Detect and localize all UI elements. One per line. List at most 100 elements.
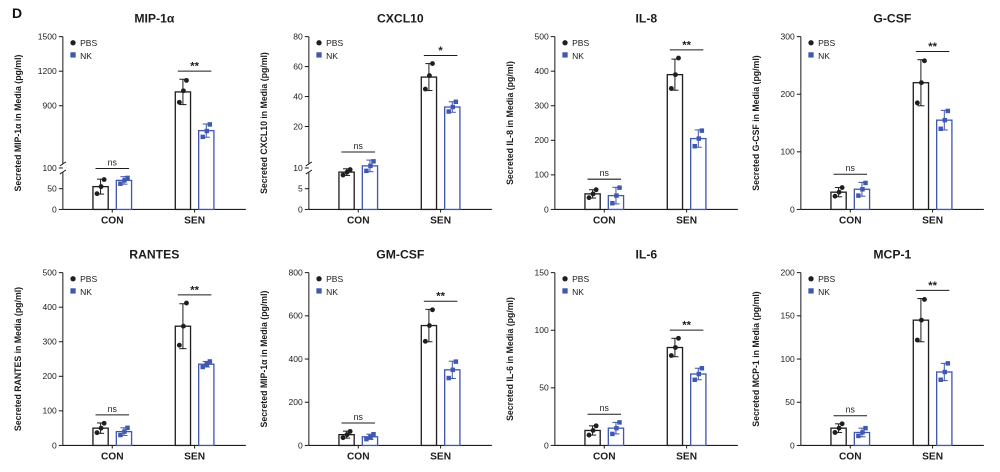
bar-nk-sen xyxy=(444,369,461,447)
data-point-pbs xyxy=(98,184,104,190)
data-point-pbs xyxy=(668,353,674,359)
legend-marker-nk xyxy=(316,52,322,58)
y-tick-label: 0 xyxy=(52,440,57,450)
data-point-nk xyxy=(614,425,619,431)
data-point-nk xyxy=(446,375,451,381)
legend-marker-nk xyxy=(70,288,76,294)
chart-il-6: IL-6 Secreted IL-6 in Media (pg/ml) 0 50 100… xyxy=(502,242,748,472)
x-tick-label: CON xyxy=(593,452,616,463)
chart-il-8: IL-8 Secreted IL-8 in Media (pg/ml) 0 100 20… xyxy=(502,6,748,236)
y-tick-label: 0 xyxy=(790,204,795,214)
y-tick-label: 10 xyxy=(293,163,303,173)
legend-label-nk: NK xyxy=(818,51,830,61)
bar-nk-sen xyxy=(690,137,707,211)
sig-label: ** xyxy=(928,280,937,292)
data-point-pbs xyxy=(590,428,596,433)
legend-label-pbs: PBS xyxy=(80,38,97,48)
data-point-pbs xyxy=(430,61,435,67)
x-tick-label: CON xyxy=(839,216,862,227)
data-point-nk xyxy=(453,359,459,364)
data-point-nk xyxy=(610,200,615,206)
y-tick-label: 0 xyxy=(790,440,795,450)
sig-label: ns xyxy=(846,405,856,415)
y-tick-label: 0 xyxy=(298,204,303,214)
legend-label-pbs: PBS xyxy=(572,38,589,48)
data-point-nk xyxy=(118,181,123,186)
legend-marker-nk xyxy=(316,288,322,294)
y-tick-label: 300 xyxy=(535,101,549,111)
legend-label-nk: NK xyxy=(80,287,92,297)
data-point-nk xyxy=(446,109,451,114)
chart-title: CXCL10 xyxy=(377,11,424,25)
data-point-nk xyxy=(863,425,868,431)
bar-nk-sen xyxy=(444,106,461,211)
axis-break-mark xyxy=(305,169,313,175)
data-point-nk xyxy=(364,436,369,442)
legend-label-nk: NK xyxy=(326,287,338,297)
data-point-pbs xyxy=(422,338,428,344)
y-tick-label: 200 xyxy=(535,135,549,145)
data-point-nk xyxy=(692,377,697,383)
legend-marker-nk xyxy=(562,288,568,294)
bar-pbs-sen xyxy=(420,76,438,211)
y-tick-label: 50 xyxy=(47,184,57,194)
data-point-pbs xyxy=(832,193,838,199)
sig-label: * xyxy=(438,45,443,57)
data-point-pbs xyxy=(176,342,182,348)
sig-label: ns xyxy=(600,168,610,178)
sig-label: ns xyxy=(108,404,118,414)
y-tick-label: 50 xyxy=(539,383,549,393)
data-point-pbs xyxy=(101,177,107,183)
axis-break-mark xyxy=(305,161,313,167)
data-point-nk xyxy=(122,429,127,434)
x-tick-label: SEN xyxy=(184,216,205,227)
data-point-nk xyxy=(699,128,705,133)
data-point-pbs xyxy=(176,99,182,105)
x-tick-label: SEN xyxy=(676,452,697,463)
sig-label: ns xyxy=(354,141,364,151)
y-tick-label: 0 xyxy=(544,440,549,450)
chart-title: IL-8 xyxy=(636,11,658,25)
bar-pbs-sen xyxy=(666,346,684,447)
sig-label: ns xyxy=(108,157,118,167)
data-point-pbs xyxy=(836,425,842,431)
y-axis-label: Secreted MCP-1 in Media (pg/ml) xyxy=(751,291,761,426)
data-point-nk xyxy=(207,359,213,364)
data-point-nk xyxy=(945,361,951,366)
data-point-nk xyxy=(368,163,373,169)
chart-svg: CXCL10 Secreted CXCL10 in Media (pg/ml) 0 5… xyxy=(259,11,492,227)
sig-label: ** xyxy=(436,291,445,303)
sig-label: ns xyxy=(600,403,610,413)
y-axis-label: Secreted MIP-1α in Media (pg/ml) xyxy=(259,291,269,428)
sig-label: ** xyxy=(190,61,199,73)
chart-title: IL-6 xyxy=(636,247,658,261)
data-point-pbs xyxy=(593,423,599,429)
y-axis-label: Secreted MIP-1α in Media (pg/ml) xyxy=(13,55,23,192)
chart-svg: G-CSF Secreted G-CSF in Media (pg/ml) 0 100… xyxy=(751,11,984,227)
y-tick-label: 50 xyxy=(785,397,795,407)
y-tick-label: 300 xyxy=(43,337,57,347)
bar-pbs-sen xyxy=(174,91,192,211)
y-tick-label: 100 xyxy=(43,406,57,416)
chart-svg: RANTES Secreted RANTES in Media (pg/ml) 0 1… xyxy=(13,247,246,463)
chart-rantes: RANTES Secreted RANTES in Media (pg/ml) 0 1… xyxy=(10,242,256,472)
y-tick-label: 0 xyxy=(52,204,57,214)
legend-marker-pbs xyxy=(70,40,76,46)
data-point-nk xyxy=(371,431,376,437)
data-point-pbs xyxy=(184,300,189,306)
data-point-nk xyxy=(617,185,622,190)
charts-grid: MIP-1α Secreted MIP-1α in Media (pg/ml) 0 5… xyxy=(10,6,994,472)
chart-title: G-CSF xyxy=(873,11,911,25)
data-point-pbs xyxy=(590,191,596,197)
data-point-nk xyxy=(204,128,210,134)
data-point-pbs xyxy=(344,432,350,438)
legend-marker-pbs xyxy=(316,40,322,46)
bar-nk-sen xyxy=(198,363,215,447)
y-tick-label: 80 xyxy=(293,31,303,41)
data-point-nk xyxy=(610,431,615,437)
data-point-pbs xyxy=(914,100,920,106)
data-point-pbs xyxy=(676,55,681,61)
data-point-pbs xyxy=(180,323,186,329)
x-tick-label: SEN xyxy=(676,216,697,227)
